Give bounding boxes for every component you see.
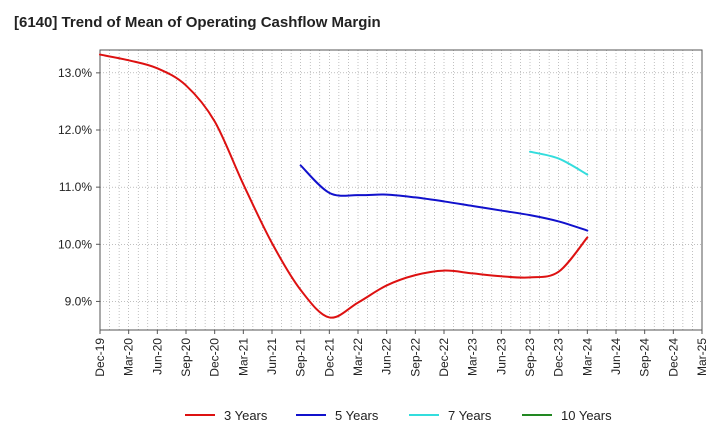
x-tick-label: Sep-21 <box>294 338 308 377</box>
x-tick-label: Dec-24 <box>666 338 680 377</box>
x-tick-label: Mar-20 <box>122 338 136 376</box>
legend-label: 7 Years <box>448 408 492 423</box>
series-line-7-years <box>529 150 589 176</box>
y-tick-label: 10.0% <box>58 237 92 251</box>
chart-title: [6140] Trend of Mean of Operating Cashfl… <box>14 14 381 31</box>
x-tick-label: Jun-21 <box>265 338 279 375</box>
y-tick-label: 13.0% <box>58 66 92 80</box>
x-tick-label: Jun-24 <box>609 338 623 375</box>
legend-item-7-years: 7 Years <box>409 408 492 423</box>
x-tick-label: Dec-21 <box>322 338 336 377</box>
y-axis: 9.0% 10.0% 11.0% 12.0% 13.0% <box>58 66 100 308</box>
legend-label: 5 Years <box>335 408 379 423</box>
x-tick-label: Sep-24 <box>638 338 652 377</box>
x-tick-label: Jun-22 <box>380 338 394 375</box>
series-line-3-years <box>99 53 589 319</box>
series-line-5-years <box>299 164 589 232</box>
x-tick-label: Dec-22 <box>437 338 451 377</box>
series-layer <box>99 53 589 319</box>
y-tick-label: 11.0% <box>59 180 92 194</box>
x-tick-label: Mar-24 <box>580 338 594 376</box>
x-tick-label: Mar-21 <box>236 338 250 376</box>
x-tick-label: Sep-22 <box>408 338 422 377</box>
legend: 3 Years 5 Years 7 Years 10 Years <box>185 408 612 423</box>
x-tick-label: Dec-23 <box>552 338 566 377</box>
legend-item-3-years: 3 Years <box>185 408 268 423</box>
x-tick-label: Dec-19 <box>93 338 107 377</box>
legend-label: 3 Years <box>224 408 268 423</box>
grid-layer <box>99 50 703 330</box>
x-tick-label: Sep-23 <box>523 338 537 377</box>
x-tick-label: Mar-23 <box>466 338 480 376</box>
y-tick-label: 12.0% <box>58 123 92 137</box>
x-tick-label: Mar-22 <box>351 338 365 376</box>
x-tick-label: Sep-20 <box>179 338 193 377</box>
x-tick-label: Jun-23 <box>494 338 508 375</box>
legend-item-5-years: 5 Years <box>296 408 379 423</box>
x-tick-label: Jun-20 <box>150 338 164 375</box>
y-tick-label: 9.0% <box>65 294 93 308</box>
x-tick-label: Dec-20 <box>208 338 222 377</box>
x-tick-label: Mar-25 <box>695 338 709 376</box>
legend-item-10-years: 10 Years <box>522 408 612 423</box>
x-axis: Dec-19 Mar-20 Jun-20 Sep-20 Dec-20 Mar-21 Jun-… <box>93 330 709 377</box>
legend-label: 10 Years <box>561 408 612 423</box>
plot-area <box>99 49 703 331</box>
